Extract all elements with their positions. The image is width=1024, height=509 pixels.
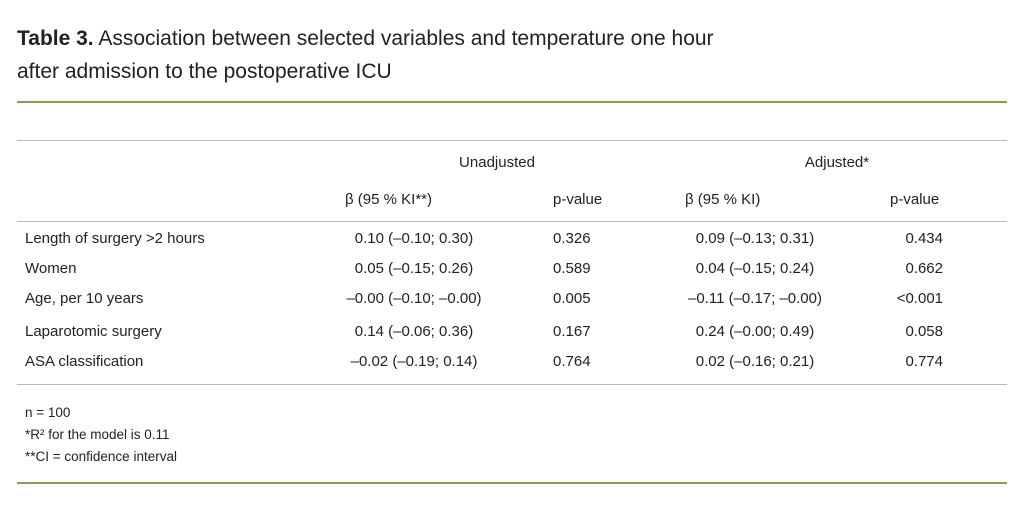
cell: 0.167 — [553, 323, 591, 340]
footnote: *R² for the model is 0.11 — [25, 427, 170, 442]
column-header: p-value — [890, 191, 940, 208]
cell: 0.10 (–0.10; 0.30) — [354, 230, 474, 247]
title-line: after admission to the postoperative ICU — [17, 60, 392, 83]
title-line: Table 3. Association between selected va… — [17, 27, 714, 51]
group-header: Adjusted* — [804, 154, 870, 171]
column-header: β (95 % KI**) — [345, 191, 432, 208]
row-label: Women — [25, 260, 77, 277]
cell: 0.04 (–0.15; 0.24) — [695, 260, 815, 277]
row-label: ASA classification — [25, 353, 144, 370]
cell: 0.02 (–0.16; 0.21) — [695, 353, 815, 370]
title-text: Association between selected variables a… — [98, 27, 714, 50]
cell: 0.09 (–0.13; 0.31) — [695, 230, 815, 247]
cell: 0.058 — [905, 323, 943, 340]
cell: –0.11 (–0.17; –0.00) — [688, 290, 822, 307]
row-label: Laparotomic surgery — [25, 323, 162, 340]
column-header: β (95 % KI) — [685, 191, 761, 208]
column-header: p-value — [553, 191, 603, 208]
title-label: Table 3. — [17, 27, 94, 50]
rule — [17, 384, 1007, 385]
group-header: Unadjusted — [459, 154, 535, 171]
cell: 0.14 (–0.06; 0.36) — [354, 323, 474, 340]
row-label: Length of surgery >2 hours — [25, 230, 205, 247]
rule — [17, 482, 1007, 484]
cell: 0.05 (–0.15; 0.26) — [354, 260, 474, 277]
cell: 0.764 — [553, 353, 591, 370]
footnote: **CI = confidence interval — [25, 449, 177, 464]
row-label: Age, per 10 years — [25, 290, 144, 307]
cell: 0.662 — [905, 260, 943, 277]
cell: 0.589 — [553, 260, 591, 277]
cell: 0.774 — [905, 353, 943, 370]
cell: –0.02 (–0.19; 0.14) — [350, 353, 478, 370]
cell: –0.00 (–0.10; –0.00) — [346, 290, 482, 307]
rule — [17, 140, 1007, 141]
cell: 0.005 — [553, 290, 591, 307]
footnote: n = 100 — [25, 405, 71, 420]
rule — [17, 221, 1007, 222]
cell: 0.326 — [553, 230, 591, 247]
rule — [17, 101, 1007, 103]
cell: <0.001 — [896, 290, 943, 307]
cell: 0.434 — [905, 230, 943, 247]
cell: 0.24 (–0.00; 0.49) — [695, 323, 815, 340]
